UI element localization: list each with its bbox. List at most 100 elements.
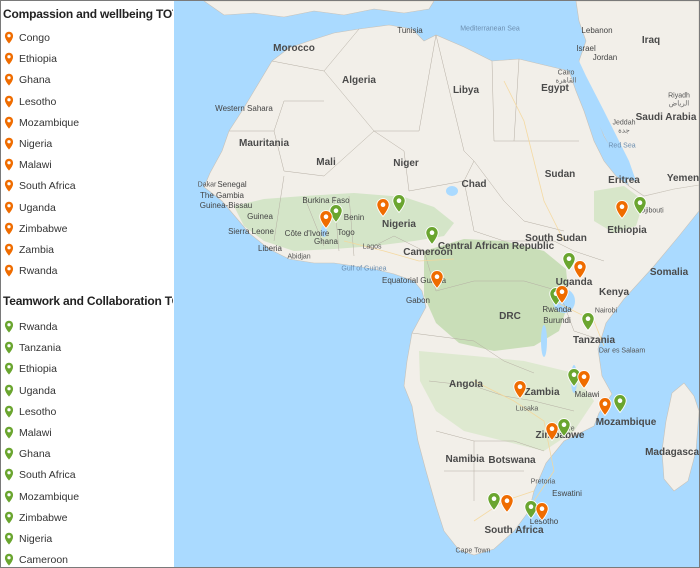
legend-item-label: Tanzania — [19, 342, 62, 355]
map-pin-icon — [4, 447, 14, 461]
map-pin-icon — [4, 383, 14, 398]
map-marker-compassion[interactable] — [555, 285, 569, 304]
legend-item[interactable]: Malawi — [4, 157, 52, 173]
map-canvas[interactable]: Morocco Algeria Libya Egypt Western Sahara Ma… — [174, 1, 699, 567]
map-label: Mauritania — [238, 138, 290, 149]
map-label: Malawi — [574, 390, 600, 399]
map-label: الرياض — [668, 100, 690, 108]
legend-item[interactable]: Mozambique — [4, 489, 79, 505]
map-pin-icon — [4, 200, 14, 215]
legend-item[interactable]: Zimbabwe — [4, 510, 67, 526]
map-pin-icon — [4, 553, 14, 567]
legend-item-label: Ghana — [19, 74, 51, 87]
map-marker-compassion[interactable] — [577, 370, 591, 389]
legend-item[interactable]: Ghana — [4, 72, 51, 88]
map-label: Dakar — [197, 181, 217, 189]
map-label: Saudi Arabia — [635, 112, 697, 123]
legend-item[interactable]: Mozambique — [4, 115, 79, 131]
legend-item-label: Congo — [19, 32, 50, 44]
map-label: Jordan — [592, 53, 618, 62]
map-label: Iraq — [641, 35, 661, 46]
legend-item[interactable]: Nigeria — [4, 136, 52, 152]
legend-item-label: Zimbabwe — [19, 222, 68, 235]
map-marker-teamwork[interactable] — [524, 500, 538, 519]
map-pin-icon — [4, 137, 14, 151]
map-marker-compassion[interactable] — [319, 210, 333, 229]
map-label: Botswana — [488, 455, 536, 466]
legend-item[interactable]: Lesotho — [4, 94, 56, 110]
legend-item[interactable]: Ethiopia — [4, 51, 57, 67]
map-label: Niger — [393, 158, 419, 169]
map-marker-teamwork[interactable] — [613, 394, 627, 413]
country-borders — [229, 28, 605, 501]
map-pin-icon — [4, 426, 14, 440]
map-marker-compassion[interactable] — [376, 198, 390, 217]
map-pin-icon — [4, 510, 14, 525]
map-marker-teamwork[interactable] — [425, 226, 439, 245]
map-label: Tanzania — [572, 335, 616, 346]
map-pin-icon — [4, 362, 14, 377]
map-marker-teamwork[interactable] — [581, 312, 595, 331]
map-label: Eswatini — [552, 489, 582, 498]
map-marker-teamwork[interactable] — [329, 204, 343, 223]
map-marker-teamwork[interactable] — [557, 418, 571, 437]
lake-tanganyika — [541, 325, 547, 357]
legend-item[interactable]: Congo — [4, 30, 50, 46]
map-label: Tunisia — [397, 26, 423, 35]
legend-item[interactable]: Uganda — [4, 383, 56, 399]
map-pin-icon — [4, 264, 14, 278]
map-label: Uganda — [555, 277, 593, 288]
map-pin-icon — [4, 158, 14, 172]
map-marker-compassion[interactable] — [430, 270, 444, 289]
legend-item[interactable]: Ghana — [4, 446, 51, 462]
map-pin-icon — [4, 468, 14, 483]
legend-item[interactable]: Ethiopia — [4, 361, 57, 377]
map-marker-compassion[interactable] — [573, 260, 587, 279]
map-label: Burundi — [543, 316, 571, 325]
map-label: Guinea — [247, 212, 273, 221]
map-label: Ethiopia — [607, 225, 647, 236]
legend-item-label: Lesotho — [19, 405, 57, 418]
map-marker-teamwork[interactable] — [487, 492, 501, 511]
legend-item[interactable]: Tanzania — [4, 340, 61, 356]
legend-item[interactable]: Zimbabwe — [4, 221, 67, 237]
legend-title-compassion: Compassion and wellbeing TOT — [3, 7, 173, 21]
map-label: DRC — [499, 311, 521, 322]
legend-item-label: Rwanda — [19, 265, 58, 278]
map-marker-compassion[interactable] — [513, 380, 527, 399]
legend-item[interactable]: Nigeria — [4, 531, 52, 547]
map-marker-teamwork[interactable] — [562, 252, 576, 271]
legend-item[interactable]: Zambia — [4, 242, 54, 258]
map-marker-compassion[interactable] — [500, 494, 514, 513]
legend-item[interactable]: Rwanda — [4, 263, 58, 279]
legend-title-teamwork: Teamwork and Collaboration TOT — [3, 294, 173, 308]
legend-item-label: Ghana — [19, 448, 51, 461]
legend-item-label: Cameroon — [19, 554, 69, 567]
legend-item[interactable]: South Africa — [4, 467, 76, 483]
map-label: Guinea-Bissau — [199, 201, 253, 210]
map-marker-compassion[interactable] — [615, 200, 629, 219]
map-label: Jeddah — [612, 119, 636, 127]
map-label: Liberia — [257, 244, 283, 253]
map-marker-teamwork[interactable] — [392, 194, 406, 213]
legend-item[interactable]: Uganda — [4, 200, 56, 216]
map-marker-compassion[interactable] — [545, 422, 559, 441]
map-marker-compassion[interactable] — [535, 502, 549, 521]
map-pin-icon — [4, 243, 14, 257]
map-marker-compassion[interactable] — [598, 397, 612, 416]
map-label: South Africa — [484, 525, 544, 536]
map-label: Riyadh — [668, 92, 690, 100]
legend-item[interactable]: Rwanda — [4, 319, 58, 335]
legend-item[interactable]: South Africa — [4, 178, 76, 194]
map-basemap — [203, 1, 699, 556]
legend-item[interactable]: Malawi — [4, 425, 52, 441]
map-label: Ghana — [313, 237, 339, 246]
lake-chad — [446, 186, 458, 196]
map-label: Djibouti — [640, 207, 664, 215]
legend-item-label: South Africa — [19, 469, 76, 482]
map-marker-teamwork[interactable] — [633, 196, 647, 215]
land-europe — [203, 1, 435, 18]
map-pin-icon — [4, 52, 14, 66]
legend-item[interactable]: Cameroon — [4, 552, 68, 567]
legend-item[interactable]: Lesotho — [4, 404, 56, 420]
